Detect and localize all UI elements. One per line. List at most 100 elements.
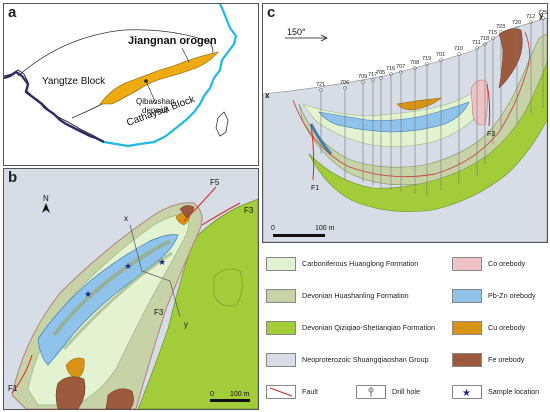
deposit-label-2: deposit: [142, 106, 169, 115]
label-f5: F5: [210, 178, 220, 187]
drill-hole-label: 719: [422, 56, 431, 62]
panel-c-cross-section: 721 706 709 717 705 716 707 708 719 701 710 711 718 7…: [262, 3, 548, 243]
taiwan-island: [215, 111, 229, 137]
drill-hole-label: 701: [436, 52, 445, 58]
qiziqiao-swatch: [266, 321, 296, 335]
drill-hole-label: 717: [368, 72, 377, 78]
drill-hole-label: 705: [376, 70, 385, 76]
north-label: N: [43, 194, 49, 203]
drill-hole-collar: [439, 58, 443, 62]
drill-hole-collar: [529, 20, 533, 24]
orogen-belt: [99, 51, 219, 105]
label-x: x: [124, 214, 128, 223]
fault-f3: [201, 202, 241, 226]
green-lens: [213, 268, 243, 307]
section-cu: [396, 97, 442, 111]
drill-hole-collar: [343, 86, 347, 90]
section-scale-end: 100 m: [315, 225, 335, 232]
scale-bar: [210, 399, 250, 402]
drill-hole-label: 710: [454, 46, 463, 52]
scale-end: 100 m: [230, 391, 250, 398]
coastline: [103, 4, 238, 148]
drill-hole-collar: [319, 88, 323, 92]
cu-orebody-1: [65, 357, 85, 380]
drill-hole-label: 706: [340, 80, 349, 86]
unconformity-outline: [292, 31, 530, 178]
fault-f1: [11, 354, 33, 394]
sample-star-2: ★: [124, 261, 132, 271]
drill-hole-collar: [457, 52, 461, 56]
legend: Carboniferous Huanglong Formation Devoni…: [266, 244, 548, 410]
mainland-outline: [4, 4, 237, 147]
fe-orebody-3: [179, 205, 195, 218]
shuangqiaoshan-swatch: [266, 353, 296, 367]
location-map-svg: Jiangnan orogen Yangtze Block Cathaysia …: [4, 4, 238, 148]
panel-a-location-map: Jiangnan orogen Yangtze Block Cathaysia …: [3, 3, 259, 166]
section-fe: [498, 28, 523, 89]
label-f3-mid: F3: [154, 308, 164, 317]
sample-star-1: ★: [84, 289, 92, 299]
geological-map-svg: ★ ★ ★ N F5 F3 F3 F1 x y 0 100 m: [8, 178, 258, 409]
drill-hole-label: 712: [526, 14, 535, 20]
co-swatch: [452, 257, 482, 271]
qiziqiao-area: [137, 198, 258, 409]
azimuth-label: 150°: [287, 27, 306, 37]
drill-hole-label: 720: [512, 20, 521, 26]
drill-hole-collar: [515, 26, 519, 30]
huanglong-swatch: [266, 257, 296, 271]
drill-hole-label: 725: [538, 10, 547, 16]
section-fault-f1: [310, 123, 315, 181]
fe-orebody-2: [105, 388, 134, 409]
scale-zero: 0: [210, 391, 214, 398]
pbzn-swatch: [452, 289, 482, 303]
label-y: y: [184, 320, 188, 329]
drill-hole-collar: [379, 76, 383, 80]
drill-hole-label: 715: [488, 30, 497, 36]
drill-hole-label: 721: [316, 82, 325, 88]
fault-symbol: [266, 384, 296, 400]
drill-hole-collar: [541, 16, 545, 20]
section-scale-bar: [273, 234, 325, 237]
section-fault-f3: [486, 83, 491, 127]
panel-c-letter: c: [267, 4, 276, 21]
drill-hole-label: 716: [386, 66, 395, 72]
label-f3-top: F3: [244, 206, 254, 215]
drill-hole-label: 718: [480, 36, 489, 42]
drill-hole-collar: [425, 62, 429, 66]
drill-hole-label: 723: [496, 24, 505, 30]
drill-hole-collar: [491, 36, 495, 40]
section-x-label: x: [265, 91, 270, 100]
drill-hole-collar: [475, 46, 479, 50]
sample-star-3: ★: [158, 257, 166, 267]
deposit-label-1: Qibaoshan: [136, 97, 175, 106]
drill-hole-label: 708: [410, 60, 419, 66]
drill-hole-collar: [389, 72, 393, 76]
panel-a-letter: a: [8, 4, 17, 21]
drill-hole-collar: [399, 70, 403, 74]
drill-hole-collar: [483, 42, 487, 46]
yangtze-label: Yangtze Block: [42, 76, 106, 87]
section-scale-zero: 0: [271, 225, 275, 232]
drill-hole-collar: [361, 80, 365, 84]
section-line: [129, 224, 181, 318]
north-arrow-icon: [42, 203, 50, 213]
drill-hole-label: 709: [358, 74, 367, 80]
section-pbzn: [318, 101, 470, 133]
panel-b-geological-map: ★ ★ ★ N F5 F3 F3 F1 x y 0 100 m b: [3, 168, 259, 410]
svg-text:★: ★: [462, 388, 471, 399]
fault-f5: [183, 186, 217, 222]
section-f1-label: F1: [311, 185, 319, 192]
pbzn-orebody: [37, 234, 179, 366]
drill-hole-label: 707: [396, 64, 405, 70]
sample-star-icon: ★: [452, 384, 482, 400]
cu-swatch: [452, 321, 482, 335]
huashanling-swatch: [266, 289, 296, 303]
drill-hole-collar: [413, 66, 417, 70]
panel-b-letter: b: [8, 169, 18, 186]
drill-hole-collar: [499, 30, 503, 34]
drill-hole-collar: [371, 78, 375, 82]
drill-hole-icon: [356, 384, 386, 400]
